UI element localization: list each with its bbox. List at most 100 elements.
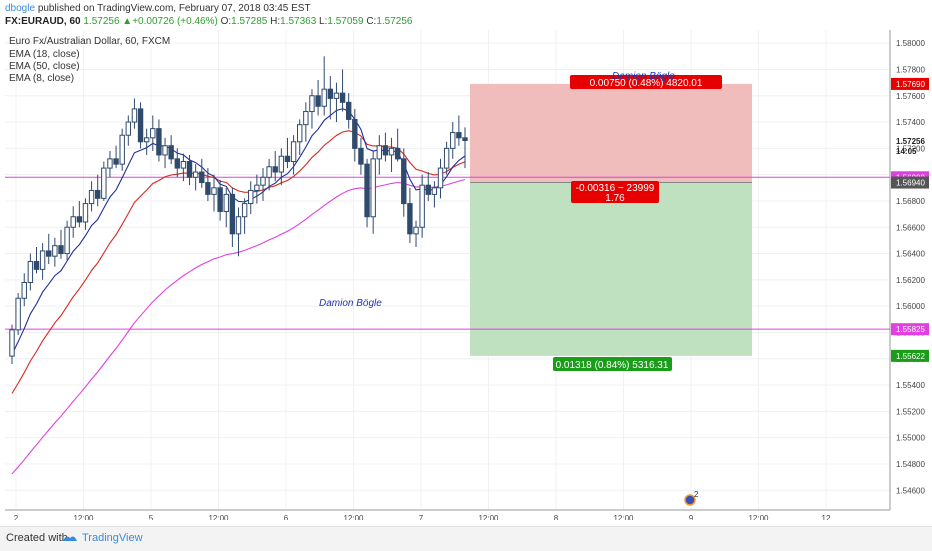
y-tick-label: 1.56800 bbox=[896, 197, 925, 206]
target-label-box bbox=[553, 357, 672, 371]
candle-body bbox=[137, 108, 144, 143]
candle-body bbox=[174, 158, 180, 169]
position-labels: 0.00750 (0.48%) 4820.01 -0.00316 ~ 23999… bbox=[553, 75, 722, 371]
center-label-1: -0.00316 ~ 23999 bbox=[576, 183, 655, 194]
candle-body bbox=[180, 161, 187, 169]
candle-body bbox=[131, 108, 138, 123]
y-tick-label: 1.57400 bbox=[896, 118, 925, 127]
candle-body bbox=[162, 145, 168, 156]
center-label-2: 1.76 bbox=[605, 193, 625, 204]
low-label: L: bbox=[319, 16, 328, 27]
candle-body bbox=[125, 121, 132, 136]
price-label: 14:05 bbox=[896, 147, 917, 156]
candle-body bbox=[58, 245, 64, 255]
candle-body bbox=[290, 141, 297, 163]
x-tick-label: 6 bbox=[284, 514, 289, 520]
candle-body bbox=[333, 92, 340, 99]
open-label: O: bbox=[220, 16, 232, 27]
low-value: 1.57059 bbox=[327, 16, 364, 27]
tradingview-logo-icon bbox=[62, 533, 78, 542]
target-label: 0.01318 (0.84%) 5316.31 bbox=[556, 360, 669, 371]
candle-body bbox=[21, 281, 27, 299]
candle-body bbox=[150, 128, 156, 139]
candle-body bbox=[107, 158, 113, 169]
candle-body bbox=[462, 137, 468, 141]
y-tick-label: 1.55000 bbox=[896, 434, 925, 443]
annotation-1[interactable]: Damion Bögle bbox=[612, 71, 675, 82]
horizontal-lines bbox=[5, 176, 890, 330]
y-tick-label: 1.56600 bbox=[896, 223, 925, 232]
candle-body bbox=[260, 176, 266, 186]
event-icon[interactable] bbox=[684, 494, 696, 506]
candle-body bbox=[211, 187, 217, 195]
candle-body bbox=[88, 189, 95, 205]
y-tick-label: 1.54800 bbox=[896, 460, 925, 469]
author-link[interactable]: dbogle bbox=[5, 3, 36, 14]
x-tick-label: 5 bbox=[149, 514, 154, 520]
y-tick-label: 1.58000 bbox=[896, 39, 925, 48]
stop-label-box bbox=[570, 75, 722, 89]
candle-body bbox=[205, 182, 211, 195]
candle-body bbox=[431, 187, 438, 195]
ema-lines bbox=[11, 108, 466, 475]
x-tick-label: 12:00 bbox=[748, 514, 769, 520]
candle-body bbox=[272, 166, 278, 173]
axes: 1.580001.578001.576001.574001.572001.570… bbox=[5, 30, 929, 520]
candle-body bbox=[376, 145, 382, 160]
grid bbox=[5, 30, 890, 510]
candle-body bbox=[248, 189, 254, 205]
x-tick-label: 7 bbox=[419, 514, 424, 520]
stop-label: 0.00750 (0.48%) 4820.01 bbox=[590, 78, 703, 89]
price-label-box bbox=[891, 323, 929, 336]
candle-body bbox=[370, 158, 376, 218]
candle-body bbox=[297, 124, 303, 143]
candle-body bbox=[443, 147, 450, 169]
publish-line: dbogle published on TradingView.com, Feb… bbox=[5, 3, 311, 14]
candle-body bbox=[303, 111, 309, 126]
created-with: Created with bbox=[6, 532, 68, 544]
candle-body bbox=[52, 245, 58, 257]
tradingview-brand[interactable]: TradingView bbox=[82, 532, 143, 544]
symbol[interactable]: FX:EURAUD, 60 bbox=[5, 16, 81, 27]
candle-body bbox=[401, 158, 407, 205]
price-chart[interactable]: 0.00750 (0.48%) 4820.01 -0.00316 ~ 23999… bbox=[0, 0, 932, 520]
legend-ema18: EMA (18, close) bbox=[9, 49, 80, 60]
open-value: 1.57285 bbox=[231, 16, 268, 27]
annotation-2[interactable]: Damion Bögle bbox=[319, 298, 382, 309]
candle-body bbox=[284, 155, 291, 163]
y-tick-label: 1.55200 bbox=[896, 407, 925, 416]
x-tick-label: 12:00 bbox=[478, 514, 499, 520]
stop-zone bbox=[470, 83, 752, 183]
price-label: 1.56940 bbox=[896, 179, 925, 188]
candle-body bbox=[327, 88, 334, 99]
candle-body bbox=[345, 101, 352, 120]
last-price: 1.57256 bbox=[83, 16, 120, 27]
candle-body bbox=[70, 216, 76, 228]
center-label-box bbox=[571, 181, 659, 203]
event-count: 2 bbox=[694, 490, 699, 499]
candle-body bbox=[419, 184, 425, 228]
x-tick-label: 12:00 bbox=[343, 514, 364, 520]
x-tick-label: 12:00 bbox=[73, 514, 94, 520]
y-tick-label: 1.56000 bbox=[896, 302, 925, 311]
candle-body bbox=[315, 95, 321, 107]
x-tick-label: 12:00 bbox=[208, 514, 229, 520]
candle-body bbox=[64, 226, 70, 255]
y-tick-label: 1.54600 bbox=[896, 486, 925, 495]
price-label-box bbox=[891, 77, 929, 90]
candle-body bbox=[450, 132, 456, 149]
event-marker[interactable]: 2 bbox=[684, 490, 699, 506]
candle-body bbox=[113, 158, 119, 165]
legend-ema8: EMA (8, close) bbox=[9, 73, 74, 84]
y-tick-label: 1.56400 bbox=[896, 250, 925, 259]
y-tick-label: 1.56200 bbox=[896, 276, 925, 285]
candle-body bbox=[241, 203, 248, 218]
annotations: Damion Bögle Damion Bögle bbox=[319, 71, 675, 309]
ohlc-line: FX:EURAUD, 60 1.57256 ▲+0.00726 (+0.46%)… bbox=[5, 16, 412, 27]
candle-body bbox=[168, 145, 174, 160]
position-zones bbox=[470, 83, 752, 356]
price-label: 1.57690 bbox=[896, 80, 925, 89]
candle-body bbox=[352, 118, 358, 149]
candle-body bbox=[217, 187, 223, 212]
candle-body bbox=[339, 92, 346, 103]
